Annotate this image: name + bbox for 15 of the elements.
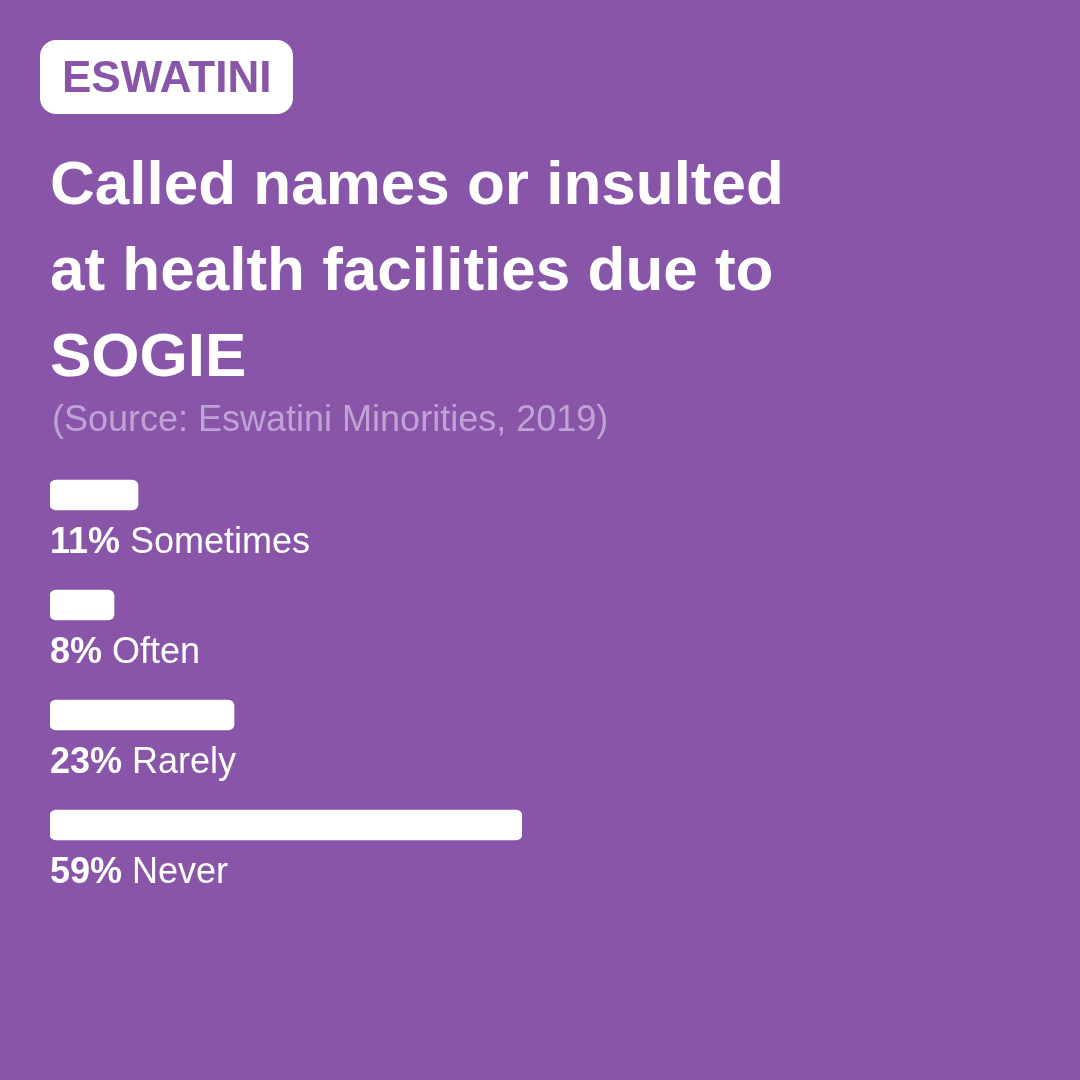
- data-label: 23%: [50, 740, 123, 781]
- chart-title: Called names or insulted at health facilities due to SOGIE: [50, 147, 785, 391]
- y-tick-label: Often: [112, 630, 201, 671]
- y-tick-label: Rarely: [132, 740, 237, 781]
- text: (Source: Eswatini Minorities, 2019): [52, 398, 609, 440]
- bar: [50, 589, 115, 621]
- y-tick-label: Never: [132, 850, 229, 891]
- bar: [50, 699, 235, 731]
- data-label: 8%: [50, 630, 103, 671]
- y-tick-label: Sometimes: [130, 520, 311, 561]
- bar: [50, 479, 139, 511]
- data-label: 59%: [50, 850, 123, 891]
- data-label: 11%: [50, 520, 121, 561]
- chart-subtitle: ESWATINI: [40, 40, 294, 114]
- bar: [50, 809, 522, 841]
